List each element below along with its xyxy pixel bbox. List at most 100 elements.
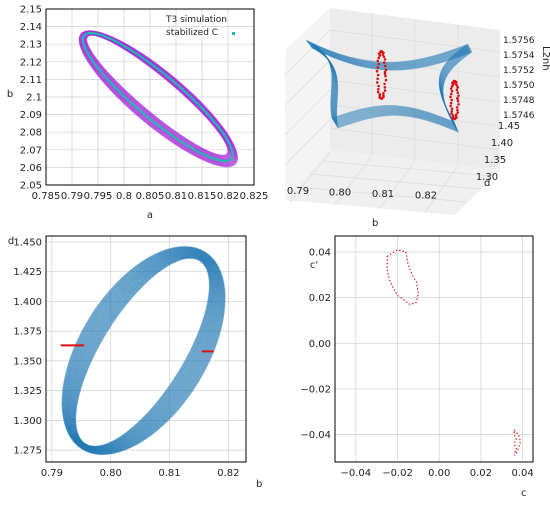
p2-red-point	[378, 93, 382, 96]
p2-ztick-label: 1.5746	[503, 111, 535, 121]
p4-red-loop	[513, 429, 522, 456]
p2-xtick-label: 0.82	[415, 191, 437, 202]
p2-red-point	[455, 83, 458, 87]
legend-label-t3: T3 simulation	[165, 15, 227, 25]
p2-surface-line	[307, 41, 470, 126]
p2-xtick-label: 0.79	[287, 186, 309, 197]
p3-ytick-label: 1.300	[13, 416, 42, 427]
p3-xlabel: b	[256, 479, 262, 490]
p4-xtick-label: 0.04	[511, 468, 533, 479]
p2-red-point	[449, 87, 453, 90]
p2-red-point	[382, 61, 386, 64]
p2-ztick-label: 1.5752	[503, 66, 535, 76]
p4-xtick-label: 0.00	[428, 468, 450, 479]
p2-red-point	[449, 95, 452, 99]
p1-frame	[45, 8, 255, 186]
p3-ticks: 0.79 0.80 0.81 0.82 1.275 1.300 1.325 1.350 1.37…	[13, 237, 239, 479]
p2-red-point	[383, 89, 387, 92]
p2-red-point	[450, 89, 454, 93]
p2-red-point	[375, 69, 379, 73]
p1-loop-line	[79, 30, 238, 167]
p2-surface-line	[306, 40, 469, 124]
p1-loop-line	[80, 31, 236, 164]
p1-loop-line	[81, 31, 235, 163]
p2-red-point	[382, 55, 386, 59]
p2-ylabel: d	[484, 178, 490, 189]
p3-ytick-label: 1.325	[13, 386, 42, 397]
p3-ytick-label: 1.375	[13, 327, 42, 338]
p2-red-point	[383, 58, 387, 61]
p2-red-point	[377, 56, 381, 60]
p2-gridlines	[284, 13, 501, 213]
p2-red-point	[456, 111, 459, 114]
p2-red-point	[456, 108, 459, 112]
p2-surface-line	[309, 45, 471, 130]
p2-red-point	[449, 104, 452, 108]
p2-red-point	[449, 101, 453, 105]
p1-ytick-label: 2.06	[20, 163, 42, 174]
p2-red-point	[375, 81, 379, 84]
p1-ticks: 0.785 0.79 0.795 0.8 0.805 0.81 0.815 0.82 0.825…	[20, 5, 269, 203]
p2-surface-line	[306, 40, 469, 125]
p1-ytick-label: 2.14	[20, 22, 42, 33]
p2-red-point	[377, 62, 380, 66]
p3-frame	[45, 235, 247, 463]
p4-ytick-label: −0.02	[300, 384, 331, 395]
p2-surface-line	[307, 42, 470, 127]
p1-xtick-label: 0.8	[116, 191, 132, 202]
p2-red-point	[383, 70, 387, 74]
p3-xtick-label: 0.82	[217, 468, 239, 479]
p2-surface-line	[309, 44, 471, 129]
p2-surface-line	[311, 47, 473, 133]
p2-red-point	[376, 66, 380, 69]
p1-loop-line	[81, 31, 235, 164]
p2-red-point	[384, 78, 388, 82]
p2-surface-line	[308, 43, 471, 128]
p1-ytick-label: 2.07	[20, 145, 42, 156]
p4-frame	[334, 235, 534, 463]
p1-loop-line	[79, 30, 237, 166]
p2-red-point	[383, 64, 387, 68]
p2-surface-line	[311, 47, 472, 133]
p1-ytick-label: 2.13	[20, 40, 42, 51]
p1-xlabel: a	[147, 210, 153, 221]
p1-loop-line	[80, 31, 236, 165]
p4-xtick-label: −0.04	[341, 468, 372, 479]
p2-red-point	[456, 99, 460, 103]
p2-surface-line	[310, 46, 472, 132]
p2-red-point	[450, 112, 453, 115]
p4-ticks: −0.04 −0.02 0.00 0.02 0.04 −0.04 −0.02 0.00 0.02…	[300, 247, 533, 479]
p2-red-point	[450, 98, 454, 102]
p3-red-segments	[60, 344, 214, 353]
p2-surface-line	[306, 40, 469, 125]
p1-loop-line	[85, 34, 229, 157]
p1-ytick-label: 2.11	[20, 75, 42, 86]
p3-ytick-label: 1.275	[13, 446, 42, 457]
panel-top-left: 0.785 0.79 0.795 0.8 0.805 0.81 0.815 0.82 0.825…	[7, 5, 269, 222]
p1-loop-line	[84, 33, 231, 159]
p2-ztick-label: 1.5754	[503, 51, 535, 61]
p2-red-point	[456, 91, 460, 94]
p3-xtick-label: 0.79	[41, 468, 63, 479]
p1-loop-line	[84, 33, 231, 158]
p1-xtick-label: 0.81	[165, 191, 187, 202]
p2-red-point	[376, 59, 380, 63]
p2-red-point	[456, 97, 459, 101]
p4-ytick-label: 0.02	[309, 293, 331, 304]
p2-red-point	[382, 91, 385, 95]
p2-red-point	[377, 84, 380, 88]
p2-surface-line	[311, 47, 473, 133]
p2-surface-line	[306, 39, 469, 124]
p3-loop-line	[74, 257, 211, 448]
p3-ytick-label: 1.425	[13, 267, 42, 278]
p1-legend: T3 simulation stabilized C	[165, 15, 235, 38]
p2-red-point	[378, 95, 382, 98]
p1-loop-line	[83, 33, 233, 161]
p2-red-point	[456, 86, 459, 89]
p4-red-loop	[386, 249, 419, 306]
p2-surface	[305, 39, 473, 133]
p2-surface-line	[307, 41, 470, 126]
p2-surface-line	[305, 39, 469, 123]
p1-ytick-label: 2.05	[20, 181, 42, 192]
p2-red-point	[451, 114, 455, 117]
